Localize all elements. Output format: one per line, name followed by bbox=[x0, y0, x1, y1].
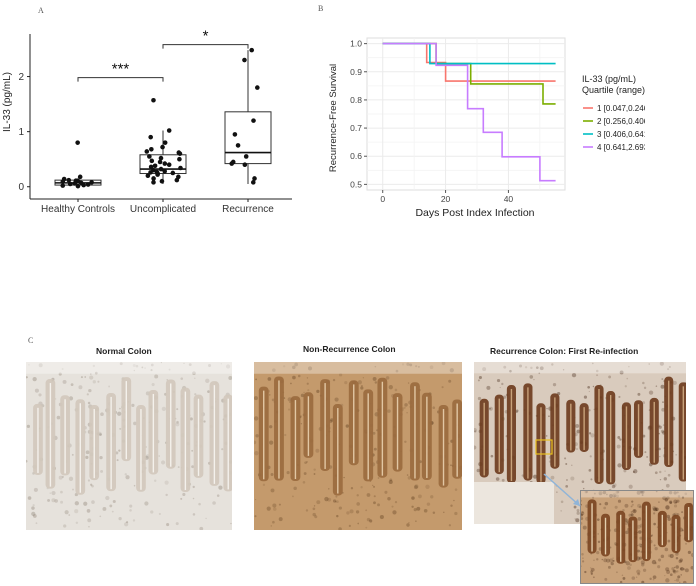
y-tick-label: 0.5 bbox=[350, 179, 362, 189]
data-point bbox=[147, 154, 152, 159]
data-point bbox=[170, 170, 176, 176]
legend: IL-33 (pg/mL) Quartile (range) 1 [0.047,… bbox=[582, 74, 645, 152]
data-point bbox=[177, 156, 182, 162]
data-point bbox=[149, 146, 154, 152]
data-point bbox=[158, 155, 164, 161]
km-curve bbox=[382, 42, 556, 182]
data-point bbox=[60, 179, 66, 185]
km-survival-chart: 0.5 0.6 0.7 0.8 0.9 1.0 0 20 40 Recurrence-Free … bbox=[328, 37, 645, 219]
data-point bbox=[151, 176, 156, 181]
data-point bbox=[178, 165, 183, 171]
y-tick-label: 0.8 bbox=[350, 95, 362, 105]
data-point bbox=[166, 162, 172, 168]
data-point bbox=[77, 174, 83, 180]
il33-boxplot-chart: 0 1 2 Healthy Controls Uncomplicated Recurren… bbox=[2, 28, 292, 215]
x-tick-label: Recurrence bbox=[222, 204, 274, 215]
data-point bbox=[162, 161, 168, 166]
data-point bbox=[177, 151, 183, 156]
data-point bbox=[160, 144, 165, 150]
x-tick-label: Uncomplicated bbox=[130, 204, 196, 215]
data-point bbox=[159, 178, 165, 184]
data-point bbox=[81, 182, 86, 188]
x-tick-label: Healthy Controls bbox=[41, 204, 115, 215]
data-point bbox=[162, 140, 168, 145]
data-point bbox=[75, 183, 81, 189]
micrograph-title-recurrence: Recurrence Colon: First Re-infection bbox=[490, 346, 639, 356]
data-point bbox=[72, 181, 78, 186]
significance-label: * bbox=[203, 28, 209, 45]
data-point bbox=[149, 158, 155, 164]
legend-title-line1: IL-33 (pg/mL) bbox=[582, 74, 636, 84]
x-tick-label: 0 bbox=[380, 194, 385, 204]
micrograph-title-normal: Normal Colon bbox=[96, 346, 152, 356]
data-point bbox=[251, 118, 256, 123]
panel-letter-b: B bbox=[318, 4, 324, 13]
y-tick-label: 0.9 bbox=[350, 67, 362, 77]
y-axis-label: Recurrence-Free Survival bbox=[328, 64, 339, 172]
data-point bbox=[255, 85, 260, 90]
data-point bbox=[85, 182, 91, 187]
legend-label: 4 [0.641,2.693] bbox=[597, 143, 645, 152]
data-point bbox=[157, 159, 163, 165]
data-point bbox=[66, 177, 72, 183]
y-tick-label: 0 bbox=[18, 182, 24, 193]
x-axis-label: Days Post Index Infection bbox=[415, 207, 534, 219]
micrograph-title-non-recurrence: Non-Recurrence Colon bbox=[303, 344, 396, 354]
micrograph-non-recurrence-colon bbox=[254, 362, 462, 530]
significance-bracket bbox=[77, 77, 164, 82]
y-tick-label: 1 bbox=[18, 127, 24, 138]
data-point bbox=[148, 164, 154, 170]
data-point bbox=[75, 140, 80, 145]
data-point bbox=[235, 143, 241, 148]
micrograph-normal-colon bbox=[26, 362, 232, 530]
data-point bbox=[249, 47, 255, 53]
legend-label: 3 [0.406,0.641] bbox=[597, 130, 645, 139]
y-tick-label: 1.0 bbox=[350, 39, 362, 49]
data-point bbox=[174, 177, 180, 183]
data-point bbox=[144, 149, 150, 154]
legend-label: 2 [0.256,0.406] bbox=[597, 117, 645, 126]
data-point bbox=[151, 180, 156, 185]
data-point bbox=[243, 154, 249, 159]
inset-arrow bbox=[543, 473, 581, 507]
legend-label: 1 [0.047,0.246] bbox=[597, 104, 645, 113]
data-point bbox=[252, 176, 257, 181]
data-point bbox=[162, 169, 167, 174]
data-point bbox=[151, 97, 156, 103]
y-tick-label: 0.7 bbox=[350, 123, 362, 133]
y-axis-label: IL-33 (pg/mL) bbox=[2, 72, 13, 132]
data-point bbox=[152, 163, 158, 169]
panel-letter-c: C bbox=[28, 336, 34, 345]
y-tick-label: 2 bbox=[18, 72, 24, 83]
data-point bbox=[242, 57, 247, 63]
data-point bbox=[155, 172, 160, 177]
significance-label: *** bbox=[112, 61, 130, 78]
data-point bbox=[60, 183, 66, 188]
x-tick-label: 20 bbox=[441, 194, 451, 204]
micrograph-recurrence-inset bbox=[580, 490, 694, 584]
data-point bbox=[158, 166, 164, 172]
x-tick-label: 40 bbox=[504, 194, 514, 204]
data-point bbox=[89, 180, 94, 185]
data-point bbox=[250, 180, 256, 185]
legend-title-line2: Quartile (range) bbox=[582, 85, 645, 95]
data-point bbox=[148, 170, 153, 175]
data-point bbox=[148, 134, 153, 140]
panel-letter-a: A bbox=[38, 6, 44, 15]
data-point bbox=[145, 173, 151, 179]
data-point bbox=[229, 161, 235, 166]
y-tick-label: 0.6 bbox=[350, 151, 362, 161]
data-point bbox=[67, 181, 73, 187]
box bbox=[139, 154, 187, 175]
box bbox=[224, 111, 272, 165]
data-point bbox=[232, 132, 238, 137]
data-point bbox=[242, 162, 248, 168]
data-point bbox=[166, 128, 172, 133]
significance-bracket bbox=[162, 44, 249, 49]
